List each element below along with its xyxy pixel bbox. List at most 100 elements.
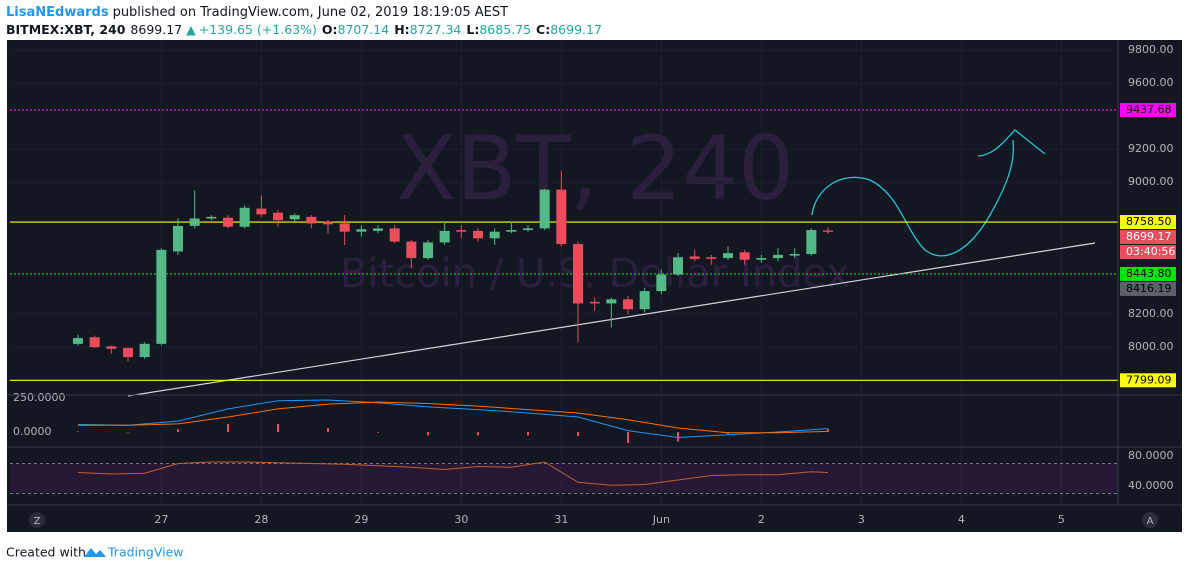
y-tick-label: 80.0000 bbox=[1128, 449, 1174, 462]
control-button[interactable] bbox=[29, 512, 45, 528]
candle-body bbox=[589, 301, 600, 304]
candle-body bbox=[723, 253, 733, 259]
histogram-bar bbox=[227, 423, 229, 433]
candle-body bbox=[139, 343, 150, 358]
price-label: 9437.68 bbox=[1126, 103, 1172, 116]
candle-body bbox=[539, 189, 550, 229]
candle-body bbox=[673, 257, 683, 275]
author[interactable]: LisaNEdwards bbox=[6, 5, 109, 20]
price-label-bg bbox=[1120, 103, 1176, 118]
candle-body bbox=[623, 299, 633, 310]
x-tick-label: 4 bbox=[958, 513, 965, 526]
candle-body bbox=[73, 338, 83, 344]
candle-body bbox=[223, 217, 233, 227]
candle-body bbox=[639, 291, 650, 310]
histogram-bar bbox=[477, 432, 479, 436]
x-tick-label: Jun bbox=[652, 513, 670, 526]
candle-body bbox=[306, 216, 317, 224]
candle-body bbox=[156, 249, 167, 344]
histogram-bar bbox=[327, 427, 329, 433]
candle-body bbox=[656, 274, 667, 292]
change: +139.65 (+1.63%) bbox=[199, 22, 317, 37]
candle-body bbox=[339, 223, 350, 232]
ohlc-label: C: bbox=[536, 22, 550, 37]
open-value: 8707.14 bbox=[338, 22, 390, 37]
candle-body bbox=[506, 230, 517, 232]
histogram-bar bbox=[177, 429, 179, 433]
candle-body bbox=[406, 241, 417, 259]
control-button[interactable] bbox=[1142, 512, 1158, 528]
countdown: 03:40:56 bbox=[1126, 245, 1175, 258]
x-tick-label: 29 bbox=[354, 513, 368, 526]
x-tick-label: 2 bbox=[758, 513, 765, 526]
indicator-line bbox=[77, 461, 829, 486]
histogram-bar bbox=[677, 432, 679, 442]
control-label[interactable]: A bbox=[1147, 516, 1154, 527]
candle-body bbox=[706, 257, 717, 259]
price-label-bg bbox=[1120, 266, 1176, 281]
candle-body bbox=[106, 346, 117, 349]
price-label: 8416.19 bbox=[1126, 282, 1172, 295]
arrow-icon: ▲ bbox=[186, 22, 196, 37]
countdown-bg bbox=[1120, 245, 1176, 260]
histogram-bar bbox=[527, 432, 529, 436]
hand-drawing bbox=[811, 129, 1046, 257]
candle-body bbox=[373, 228, 383, 231]
indicator-line bbox=[77, 399, 829, 438]
histogram-bar bbox=[577, 432, 579, 437]
price-label-bg bbox=[1120, 281, 1176, 296]
y-tick-label: 9600.00 bbox=[1128, 76, 1174, 89]
x-tick-label: 28 bbox=[254, 513, 268, 526]
candle-body bbox=[773, 254, 783, 259]
y-tick-label: 0.0000 bbox=[13, 425, 52, 438]
logo-icon bbox=[84, 548, 106, 557]
histogram-bar bbox=[827, 429, 829, 433]
histogram-bar bbox=[627, 432, 629, 443]
histogram-bar bbox=[277, 423, 279, 433]
price-label-bg bbox=[1120, 230, 1176, 245]
candle-body bbox=[289, 215, 300, 220]
close-value: 8699.17 bbox=[550, 22, 602, 37]
y-tick-label: 9200.00 bbox=[1128, 142, 1174, 155]
x-tick-label: 3 bbox=[858, 513, 865, 526]
candle-body bbox=[123, 347, 133, 358]
candle-body bbox=[689, 256, 700, 259]
candle-body bbox=[789, 253, 800, 256]
publish-line: LisaNEdwards published on TradingView.com… bbox=[6, 5, 508, 20]
x-tick-label: 31 bbox=[554, 513, 568, 526]
ohlc-label: O: bbox=[322, 22, 338, 37]
rsi-band bbox=[10, 463, 1118, 494]
candle-body bbox=[606, 299, 617, 304]
y-tick-label: 8000.00 bbox=[1128, 340, 1174, 353]
x-tick-label: 30 bbox=[454, 513, 468, 526]
candle-body bbox=[389, 228, 400, 242]
y-tick-label: 250.0000 bbox=[13, 391, 66, 404]
control-label[interactable]: Z bbox=[34, 516, 41, 527]
candle-body bbox=[739, 252, 750, 260]
candle-body bbox=[556, 189, 567, 245]
footer-brand[interactable]: TradingView bbox=[107, 545, 184, 560]
y-tick-label: 8200.00 bbox=[1128, 307, 1174, 320]
y-tick-label: 9000.00 bbox=[1128, 175, 1174, 188]
ohlc-label: L: bbox=[466, 22, 479, 37]
candle-body bbox=[356, 229, 367, 232]
published: published on TradingView.com, June 02, 2… bbox=[113, 5, 509, 20]
last-price: 8699.17 bbox=[130, 22, 182, 37]
chart-background bbox=[7, 40, 1182, 532]
ohlc-label: H: bbox=[394, 22, 409, 37]
candle-body bbox=[489, 231, 500, 239]
candle-body bbox=[89, 337, 100, 348]
histogram-bar bbox=[127, 432, 129, 433]
candle-body bbox=[456, 230, 467, 232]
histogram-bar bbox=[427, 432, 429, 436]
price-label-bg bbox=[1120, 373, 1176, 388]
price-label: 8443.80 bbox=[1126, 267, 1172, 280]
candle-body bbox=[823, 230, 833, 232]
x-tick-label: 27 bbox=[154, 513, 168, 526]
y-tick-label: 40.0000 bbox=[1128, 479, 1174, 492]
candle-body bbox=[189, 218, 200, 226]
histogram-bar bbox=[377, 432, 379, 433]
high-value: 8727.34 bbox=[410, 22, 462, 37]
